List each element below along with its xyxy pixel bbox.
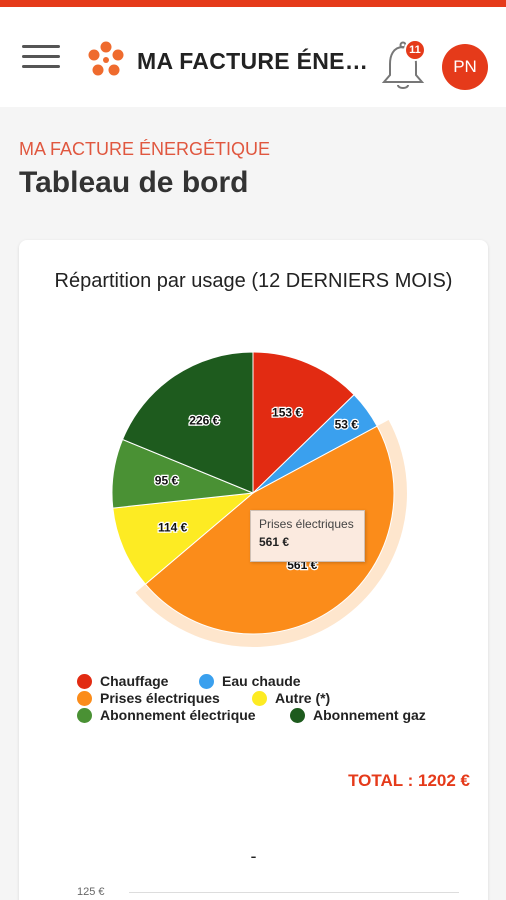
- page-title: Tableau de bord: [19, 166, 249, 199]
- legend-label: Chauffage: [100, 673, 169, 689]
- legend-swatch: [77, 707, 92, 723]
- pie-chart: 153 € 53 € 561 € 114 € 95 € 226 €: [111, 351, 408, 647]
- app-header: MA FACTURE ÉNERGÉTIQUE 11 PN: [0, 7, 506, 107]
- legend-swatch: [252, 690, 267, 706]
- user-avatar[interactable]: PN: [442, 44, 488, 90]
- pie-data-label: 226 €: [189, 413, 219, 427]
- legend-item-prises-electriques[interactable]: Prises électriques: [77, 690, 220, 706]
- legend-swatch: [77, 673, 92, 689]
- second-chart-title: -: [250, 846, 257, 866]
- y-axis-tick-label: 125 €: [77, 886, 105, 898]
- gridline: [129, 892, 459, 893]
- hamburger-menu-icon[interactable]: [22, 45, 62, 71]
- total-amount: TOTAL : 1202 €: [348, 771, 470, 790]
- app-title: MA FACTURE ÉNERGÉTIQUE: [137, 48, 373, 74]
- legend-label: Eau chaude: [222, 673, 301, 689]
- legend-item-abonnement-electrique[interactable]: Abonnement électrique: [77, 707, 256, 723]
- page-subtitle: MA FACTURE ÉNERGÉTIQUE: [19, 139, 271, 159]
- notification-badge: 11: [404, 39, 426, 61]
- chart-title: Répartition par usage (12 DERNIERS MOIS): [54, 270, 453, 292]
- legend-swatch: [77, 690, 92, 706]
- legend-swatch: [290, 707, 305, 723]
- tooltip-value: 561 €: [259, 535, 290, 549]
- legend-item-eau-chaude[interactable]: Eau chaude: [199, 673, 301, 689]
- legend-label: Autre (*): [275, 690, 331, 706]
- legend-item-chauffage[interactable]: Chauffage: [77, 673, 168, 689]
- pie-data-label: 53 €: [335, 418, 359, 432]
- legend-item-abonnement-gaz[interactable]: Abonnement gaz: [290, 707, 426, 723]
- flower-logo-icon: [88, 41, 124, 76]
- tooltip-label: Prises électriques: [259, 517, 354, 531]
- legend-label: Abonnement gaz: [313, 707, 426, 723]
- chart-tooltip: Prises électriques 561 €: [250, 510, 365, 562]
- legend-swatch: [199, 673, 214, 689]
- legend-label: Prises électriques: [100, 690, 220, 706]
- pie-slice-autre[interactable]: [112, 492, 255, 585]
- pie-data-label: 114 €: [158, 520, 188, 534]
- legend-item-autre[interactable]: Autre (*): [252, 690, 330, 706]
- pie-slice-abonnement-gaz[interactable]: [121, 351, 254, 494]
- pie-slice-chauffage[interactable]: [252, 351, 355, 495]
- legend-label: Abonnement électrique: [100, 707, 256, 723]
- top-accent-bar: [0, 0, 506, 7]
- pie-data-label: 95 €: [155, 474, 179, 488]
- dashboard-card: Répartition par usage (12 DERNIERS MOIS)…: [19, 240, 488, 900]
- pie-data-label: 153 €: [272, 405, 302, 419]
